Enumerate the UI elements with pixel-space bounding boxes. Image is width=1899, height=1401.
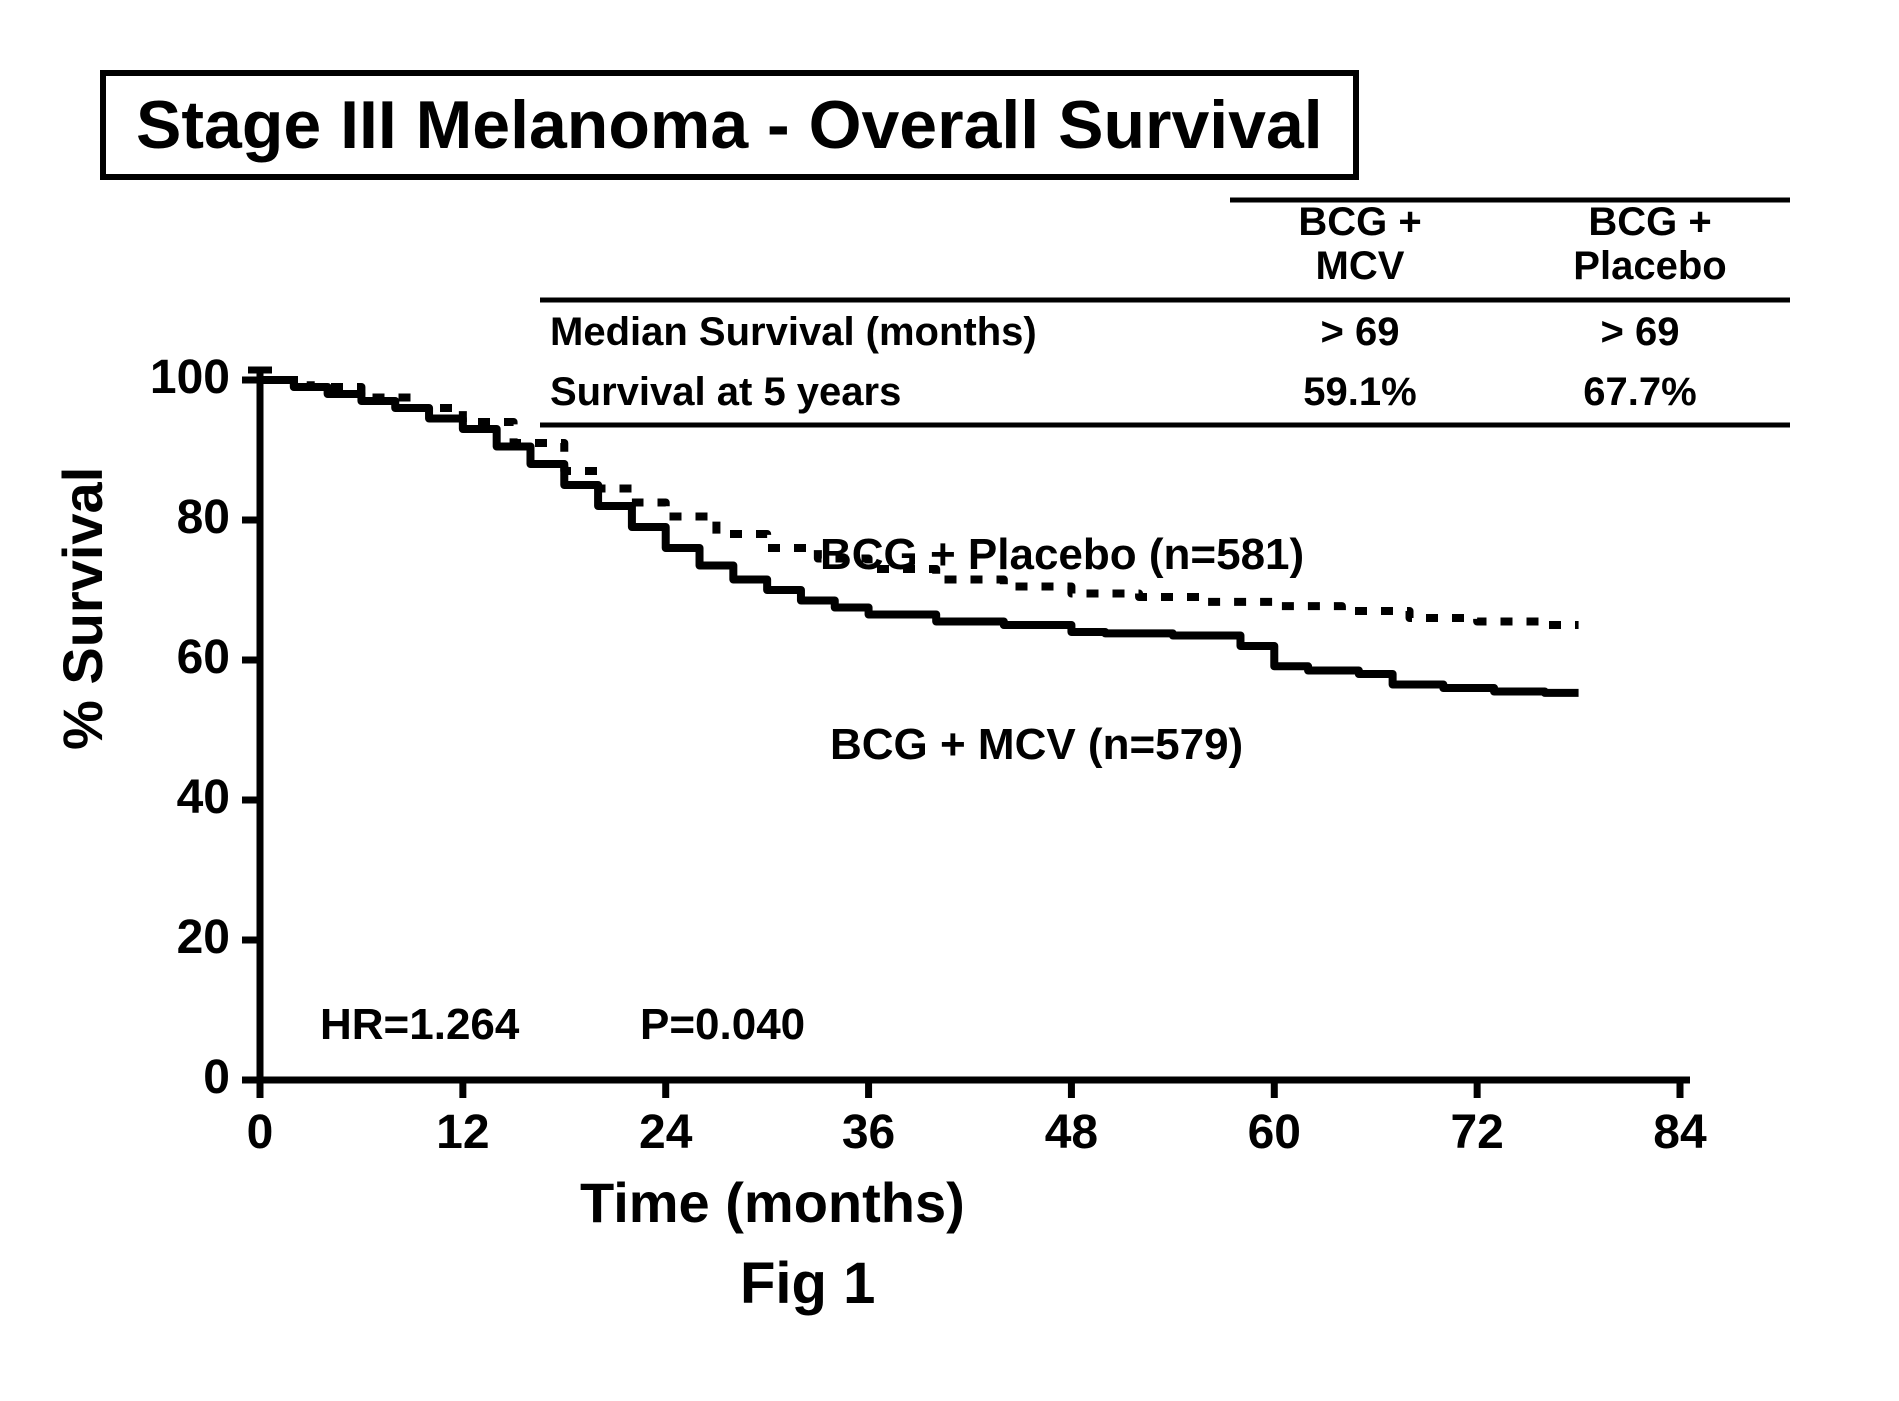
y-tick-label: 20: [120, 910, 230, 965]
p-value: P=0.040: [640, 1000, 805, 1049]
y-axis-label-text: % Survival: [51, 467, 114, 750]
table-row1-val2: > 69: [1570, 310, 1710, 355]
table-row2-val2: 67.7%: [1560, 370, 1720, 415]
y-tick-label: 0: [120, 1050, 230, 1105]
x-tick-label: 12: [423, 1105, 503, 1160]
table-row2-label-text: Survival at 5 years: [550, 370, 901, 414]
table-row2-val1-text: 59.1%: [1303, 370, 1416, 414]
table-row1-val1-text: > 69: [1321, 310, 1400, 354]
figure-label: Fig 1: [740, 1250, 875, 1317]
y-tick-label: 100: [120, 350, 230, 405]
x-tick-label: 0: [220, 1105, 300, 1160]
x-tick-label: 60: [1234, 1105, 1314, 1160]
table-header-col2-text: BCG + Placebo: [1573, 200, 1726, 288]
hr-value: HR=1.264: [320, 1000, 519, 1049]
hr-stat: HR=1.264: [320, 1000, 519, 1050]
series-label-placebo-text: BCG + Placebo (n=581): [820, 530, 1304, 579]
table-row2-label: Survival at 5 years: [550, 370, 901, 415]
figure-label-text: Fig 1: [740, 1251, 875, 1316]
x-tick-label: 48: [1031, 1105, 1111, 1160]
y-tick-label: 80: [120, 490, 230, 545]
table-row1-val1: > 69: [1290, 310, 1430, 355]
series-label-mcv: BCG + MCV (n=579): [830, 720, 1243, 770]
series-label-mcv-text: BCG + MCV (n=579): [830, 720, 1243, 769]
y-tick-label: 40: [120, 770, 230, 825]
x-axis-label: Time (months): [580, 1170, 965, 1235]
series-label-placebo: BCG + Placebo (n=581): [820, 530, 1304, 580]
table-row2-val2-text: 67.7%: [1583, 370, 1696, 414]
x-tick-label: 84: [1640, 1105, 1720, 1160]
table-header-col1: BCG + MCV: [1260, 200, 1460, 288]
y-axis-label: % Survival: [50, 467, 115, 750]
x-tick-label: 24: [626, 1105, 706, 1160]
x-tick-label: 72: [1437, 1105, 1517, 1160]
table-row1-val2-text: > 69: [1601, 310, 1680, 354]
p-stat: P=0.040: [640, 1000, 805, 1050]
x-axis-label-text: Time (months): [580, 1171, 965, 1234]
survival-chart: Stage III Melanoma - Overall Survival % …: [0, 0, 1899, 1401]
x-tick-label: 36: [829, 1105, 909, 1160]
table-row2-val1: 59.1%: [1280, 370, 1440, 415]
y-tick-label: 60: [120, 630, 230, 685]
table-header-col1-text: BCG + MCV: [1298, 200, 1421, 288]
table-header-col2: BCG + Placebo: [1530, 200, 1770, 288]
table-row1-label: Median Survival (months): [550, 310, 1037, 355]
table-row1-label-text: Median Survival (months): [550, 310, 1037, 354]
